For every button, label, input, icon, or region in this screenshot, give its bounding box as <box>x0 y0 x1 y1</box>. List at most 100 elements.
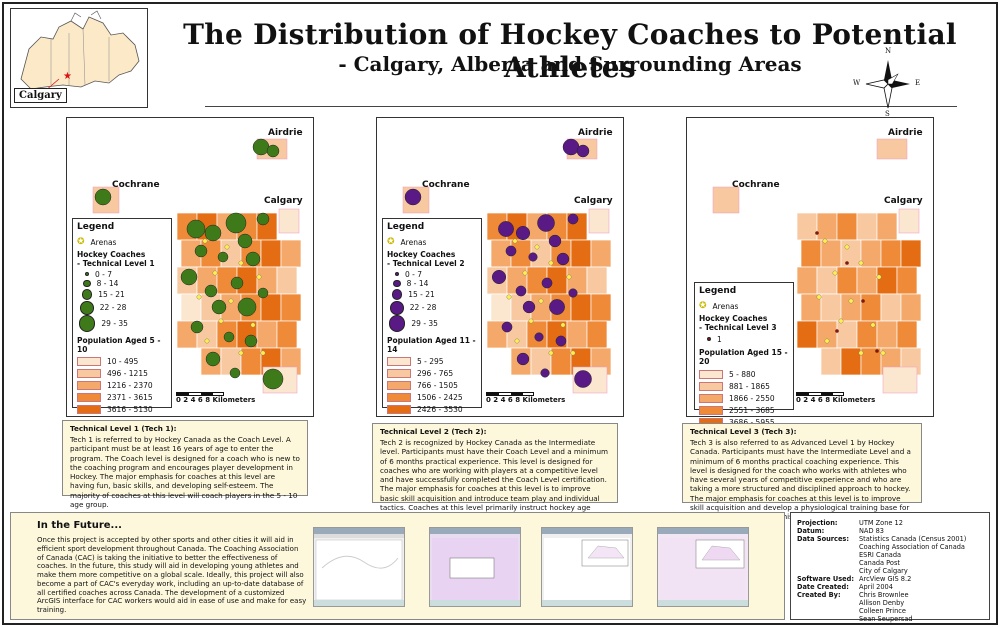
census-area <box>876 266 898 295</box>
arena-symbol <box>538 298 544 304</box>
census-area <box>836 212 858 241</box>
choropleth-map <box>402 138 612 394</box>
metadata-key: Projection: <box>797 519 838 527</box>
scale-ticks: 0 2 4 6 8 <box>796 396 831 404</box>
metadata-value: NAD 83 <box>859 527 885 536</box>
arena-symbol <box>522 270 528 276</box>
arena-symbol <box>566 274 572 280</box>
svg-text:★: ★ <box>63 71 72 82</box>
census-area <box>836 320 858 349</box>
arena-symbol <box>548 350 554 356</box>
arena-symbol <box>876 274 882 280</box>
metadata-key <box>797 559 859 567</box>
coach-class-symbol <box>80 301 94 315</box>
coach-count-symbol <box>515 225 531 241</box>
census-area <box>876 212 898 241</box>
coach-count-symbol <box>875 349 879 353</box>
scale-unit: Kilometers <box>212 396 256 404</box>
coach-count-symbol <box>549 299 565 315</box>
census-area <box>586 320 608 349</box>
coach-count-symbol <box>194 244 208 258</box>
census-area <box>570 293 592 322</box>
scale-unit: Kilometers <box>522 396 566 404</box>
census-area <box>590 239 612 268</box>
scale-bar: 0 2 4 6 8 Kilometers <box>796 392 916 404</box>
legend-coaches-heading: Hockey Coaches <box>77 250 146 259</box>
census-area <box>588 208 610 234</box>
coach-count-symbol <box>515 285 527 297</box>
description-text: Tech 2 is recognized by Hockey Canada as… <box>380 438 608 521</box>
coach-class-label: 0 - 7 <box>95 269 113 279</box>
future-text: Once this project is accepted by other s… <box>37 536 307 614</box>
coach-count-symbol <box>516 352 530 366</box>
census-area <box>276 266 298 295</box>
census-area <box>256 320 278 349</box>
arena-symbol <box>822 238 828 244</box>
coach-count-symbol <box>94 188 112 206</box>
metadata-row: Datum: NAD 83 <box>797 527 983 535</box>
census-area <box>860 239 882 268</box>
population-class-label: 5 - 880 <box>729 369 756 379</box>
metadata-key <box>797 599 859 607</box>
metadata-row: ESRI Canada <box>797 551 983 559</box>
arena-symbol <box>512 238 518 244</box>
population-class-swatch <box>77 393 101 403</box>
census-area <box>876 320 898 349</box>
legend-level: - Technical Level 2 <box>387 259 465 268</box>
coach-count-symbol <box>257 287 269 299</box>
metadata-value: Colleen Prince <box>859 607 906 616</box>
census-area <box>280 239 302 268</box>
arena-symbol <box>228 298 234 304</box>
tech-level-description: Technical Level 2 (Tech 2): Tech 2 is re… <box>372 423 618 521</box>
screenshot-thumbnail <box>313 527 405 607</box>
place-label-airdrie: Airdrie <box>888 128 923 138</box>
arena-symbol <box>250 322 256 328</box>
metadata-key: Date Created: <box>797 583 849 592</box>
coach-count-symbol <box>491 269 507 285</box>
coach-count-symbol <box>230 276 244 290</box>
compass-n: N <box>885 47 892 55</box>
place-label-cochrane: Cochrane <box>732 180 780 190</box>
place-label-airdrie: Airdrie <box>578 128 613 138</box>
coach-count-symbol <box>541 277 553 289</box>
screenshot-thumbnail <box>657 527 749 607</box>
coach-class-label: 22 - 28 <box>409 303 437 313</box>
coach-count-symbol <box>211 299 227 315</box>
coach-class-symbol <box>81 289 93 300</box>
choropleth-map <box>92 138 302 394</box>
metadata-row: Projection: UTM Zone 12 <box>797 519 983 527</box>
metadata-row: Canada Post <box>797 559 983 567</box>
coach-class-symbol <box>391 289 403 300</box>
census-area <box>860 293 882 322</box>
arena-symbol <box>858 260 864 266</box>
compass-s: S <box>885 110 890 118</box>
arena-symbol <box>570 350 576 356</box>
census-area <box>590 293 612 322</box>
metadata-value: April 2004 <box>859 583 893 592</box>
coach-count-symbol <box>498 221 514 237</box>
coach-class-label: 29 - 35 <box>101 319 128 329</box>
metadata-value: City of Calgary <box>859 567 908 576</box>
population-class-label: 5 - 295 <box>417 357 444 367</box>
metadata-key <box>797 567 859 575</box>
population-class-swatch <box>77 405 101 415</box>
legend-arenas: Arenas <box>712 301 739 311</box>
scale-unit: Kilometers <box>832 396 876 404</box>
metadata-value: Canada Post <box>859 559 900 568</box>
coach-count-symbol <box>576 144 590 158</box>
census-area <box>796 320 818 349</box>
compass-w: W <box>853 79 861 87</box>
coach-count-symbol <box>845 261 849 265</box>
metadata-key <box>797 551 859 559</box>
metadata-row: Date Created: April 2004 <box>797 583 983 591</box>
census-area <box>840 293 862 322</box>
coach-class-symbol <box>390 301 404 315</box>
coach-count-symbol <box>555 335 567 347</box>
arena-symbol <box>816 294 822 300</box>
coach-class-symbol <box>78 315 96 332</box>
population-class-label: 2371 - 3615 <box>107 393 153 403</box>
metadata-row: Data Sources: Statistics Canada (Census 2… <box>797 535 983 543</box>
coach-count-symbol <box>244 334 258 348</box>
metadata-key <box>797 543 859 551</box>
census-area <box>820 239 842 268</box>
